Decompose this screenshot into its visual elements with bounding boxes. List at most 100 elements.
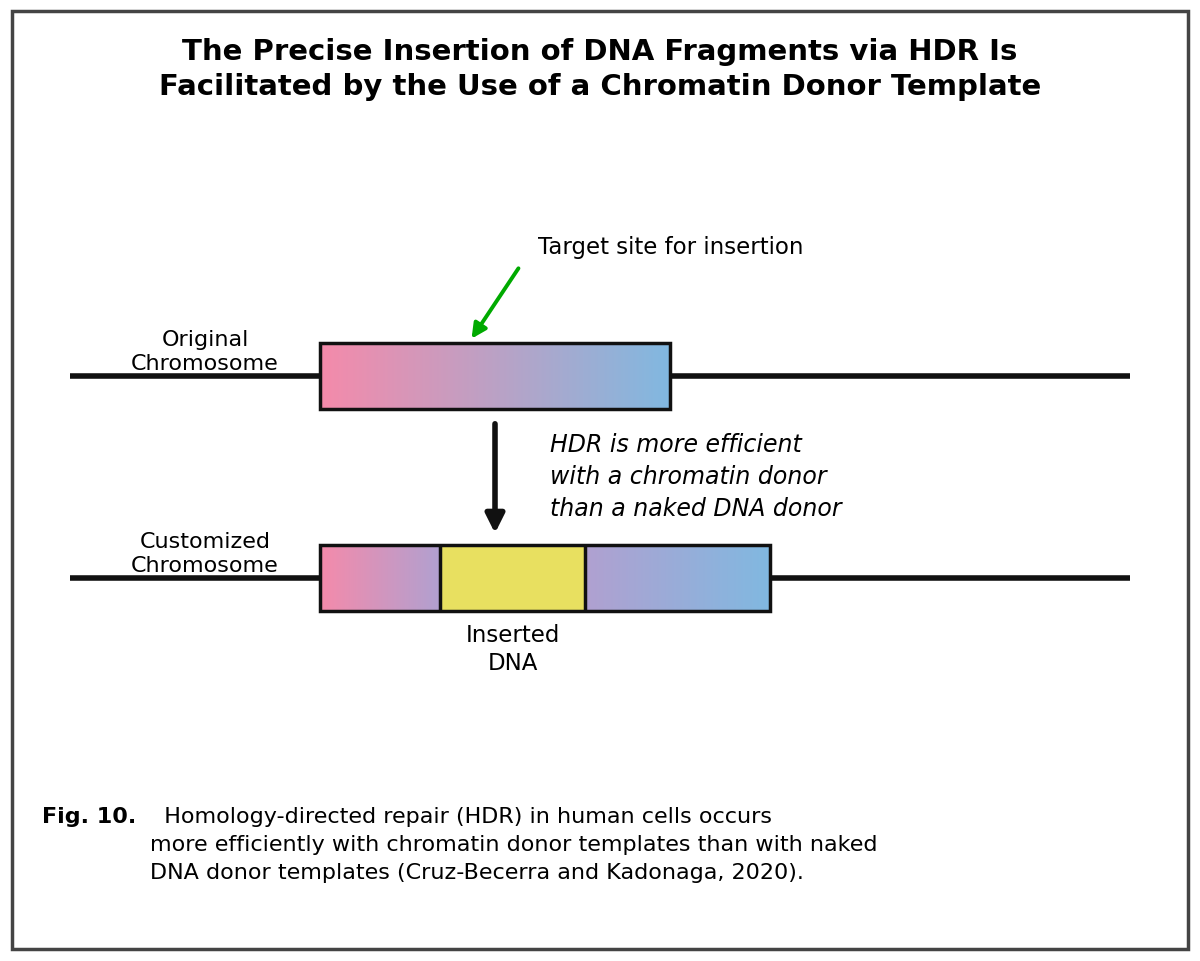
Bar [383, 344, 385, 409]
Bar [593, 546, 595, 611]
Bar [698, 546, 701, 611]
Bar [478, 344, 480, 409]
Bar [722, 546, 724, 611]
Bar [330, 344, 332, 409]
Bar [688, 546, 689, 611]
Bar [604, 344, 606, 409]
Bar [734, 546, 737, 611]
Bar [714, 546, 716, 611]
Bar [649, 546, 650, 611]
Bar [755, 546, 756, 611]
Bar [427, 344, 430, 409]
Bar [596, 344, 599, 409]
Bar [492, 344, 493, 409]
Bar [748, 546, 749, 611]
Bar [341, 344, 343, 409]
Bar [668, 546, 670, 611]
Bar [719, 546, 720, 611]
Bar [710, 546, 713, 611]
Bar [624, 344, 626, 409]
Bar [376, 344, 378, 409]
Bar [660, 546, 661, 611]
Bar [668, 344, 671, 409]
Bar [666, 546, 668, 611]
Bar [703, 546, 704, 611]
Bar [637, 546, 640, 611]
Bar [715, 546, 716, 611]
Bar [682, 546, 683, 611]
Bar [444, 344, 446, 409]
Bar [355, 344, 358, 409]
Bar [706, 546, 707, 611]
Bar [554, 344, 557, 409]
Bar [694, 546, 695, 611]
Text: Fig. 10.: Fig. 10. [42, 806, 137, 826]
Bar [654, 344, 656, 409]
Bar [625, 546, 628, 611]
Bar [414, 344, 416, 409]
Bar [643, 546, 644, 611]
Bar [580, 344, 581, 409]
Bar [394, 344, 396, 409]
Bar [731, 546, 732, 611]
Bar [607, 546, 608, 611]
Bar [589, 344, 592, 409]
Bar [593, 546, 594, 611]
Bar [542, 344, 545, 409]
Bar [658, 546, 659, 611]
Bar [762, 546, 763, 611]
Bar [659, 546, 660, 611]
Bar [409, 344, 412, 409]
Bar [588, 344, 590, 409]
Bar [550, 344, 552, 409]
Bar [739, 546, 740, 611]
Bar [637, 344, 640, 409]
Bar [539, 344, 541, 409]
Bar [390, 344, 392, 409]
Bar [600, 546, 601, 611]
Bar [716, 546, 718, 611]
Bar [599, 546, 600, 611]
Bar [650, 344, 653, 409]
Bar [521, 344, 523, 409]
Bar [632, 546, 634, 611]
Bar [443, 344, 445, 409]
Bar [486, 344, 488, 409]
Bar [402, 344, 404, 409]
Bar [683, 546, 684, 611]
Bar [454, 344, 455, 409]
Bar [626, 546, 628, 611]
Bar [551, 344, 553, 409]
Bar [742, 546, 743, 611]
Bar [649, 546, 652, 611]
Bar [622, 546, 624, 611]
Bar [726, 546, 728, 611]
Bar [488, 344, 491, 409]
Bar [595, 344, 598, 409]
Bar [629, 546, 630, 611]
Bar [473, 344, 474, 409]
Bar [324, 344, 325, 409]
Bar [544, 344, 546, 409]
Bar [493, 344, 496, 409]
Bar [582, 344, 584, 409]
Bar [743, 546, 744, 611]
Bar [325, 344, 328, 409]
Bar [467, 344, 469, 409]
Bar [364, 344, 366, 409]
Bar [535, 344, 538, 409]
Bar [382, 344, 384, 409]
Bar [743, 546, 744, 611]
Bar [608, 344, 611, 409]
Bar [751, 546, 752, 611]
Bar [696, 546, 697, 611]
Bar [734, 546, 736, 611]
Bar [670, 546, 672, 611]
Bar [408, 344, 409, 409]
Bar [374, 344, 377, 409]
Bar [647, 344, 649, 409]
Bar [508, 344, 510, 409]
Bar [658, 344, 660, 409]
Bar [702, 546, 703, 611]
Bar [440, 546, 586, 611]
